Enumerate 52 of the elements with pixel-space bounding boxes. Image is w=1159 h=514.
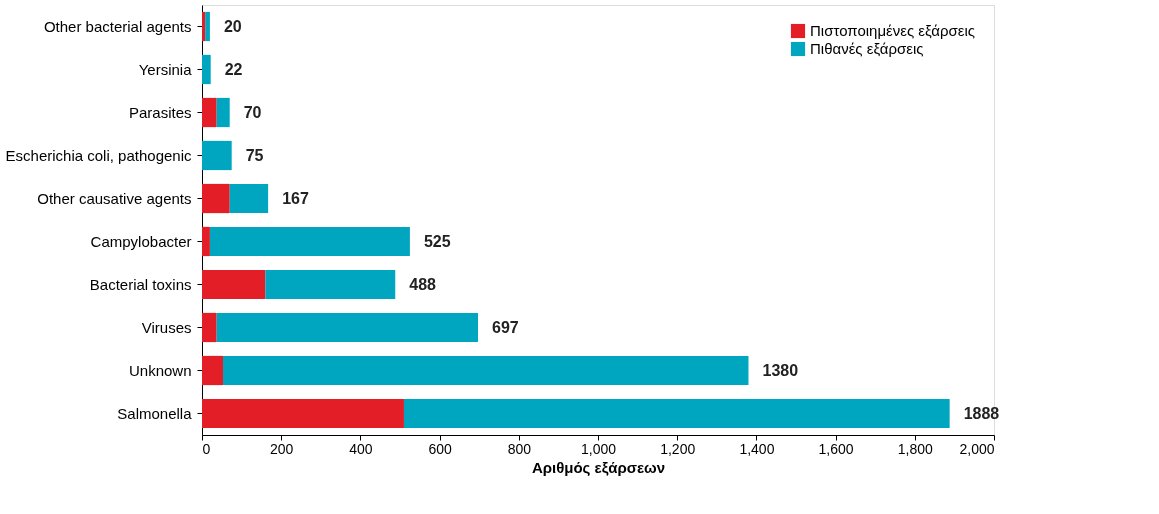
- bar: [202, 226, 210, 257]
- bar: [216, 312, 479, 343]
- x-tick-label: 1,400: [739, 440, 775, 457]
- bar: [202, 398, 404, 429]
- bar: [229, 183, 269, 214]
- x-tick-label: 0: [202, 440, 211, 457]
- total-label: 22: [224, 60, 243, 78]
- total-label: 1380: [762, 361, 799, 379]
- bar: [202, 355, 223, 386]
- y-tick-label: Other causative agents: [37, 189, 192, 207]
- y-tick-label: Other bacterial agents: [43, 17, 192, 35]
- bar: [202, 54, 211, 85]
- legend-label: Πιθανές εξάρσεις: [810, 40, 924, 57]
- bar: [202, 140, 232, 171]
- y-tick-label: Viruses: [141, 318, 192, 336]
- x-axis-title: Αριθμός εξάρσεων: [531, 458, 666, 476]
- total-label: 525: [423, 232, 451, 250]
- x-tick-label: 1,600: [818, 440, 854, 457]
- bar: [403, 398, 950, 429]
- x-tick-label: 400: [349, 440, 373, 457]
- total-label: 20: [223, 17, 242, 35]
- x-tick-label: 2,000: [959, 440, 995, 457]
- bar: [205, 11, 210, 42]
- total-label: 1888: [963, 404, 1000, 422]
- bar: [202, 312, 217, 343]
- total-label: 75: [245, 146, 264, 164]
- bar: [202, 269, 266, 300]
- x-tick-label: 1,000: [580, 440, 617, 457]
- bar: [216, 97, 230, 128]
- bar: [202, 11, 206, 42]
- x-tick-label: 200: [270, 440, 294, 457]
- x-tick-label: 1,200: [660, 440, 696, 457]
- bar: [202, 183, 230, 214]
- bar: [222, 355, 749, 386]
- bar: [202, 97, 217, 128]
- total-label: 167: [282, 189, 309, 207]
- y-tick-label: Campylobacter: [90, 232, 192, 250]
- y-tick-label: Unknown: [128, 361, 192, 379]
- x-tick-label: 1,800: [897, 440, 934, 457]
- y-tick-label: Escherichia coli, pathogenic: [5, 146, 192, 164]
- bar: [265, 269, 396, 300]
- total-label: 488: [409, 275, 437, 293]
- y-tick-label: Bacterial toxins: [89, 275, 192, 293]
- y-tick-label: Salmonella: [117, 404, 193, 422]
- x-tick-label: 800: [507, 440, 532, 457]
- bar: [209, 226, 410, 257]
- x-tick-label: 600: [428, 440, 452, 457]
- total-label: 70: [243, 103, 262, 121]
- y-tick-label: Yersinia: [138, 60, 193, 78]
- y-tick-label: Parasites: [128, 103, 192, 121]
- total-label: 697: [492, 318, 519, 336]
- legend-label: Πιστοποιημένες εξάρσεις: [810, 22, 976, 39]
